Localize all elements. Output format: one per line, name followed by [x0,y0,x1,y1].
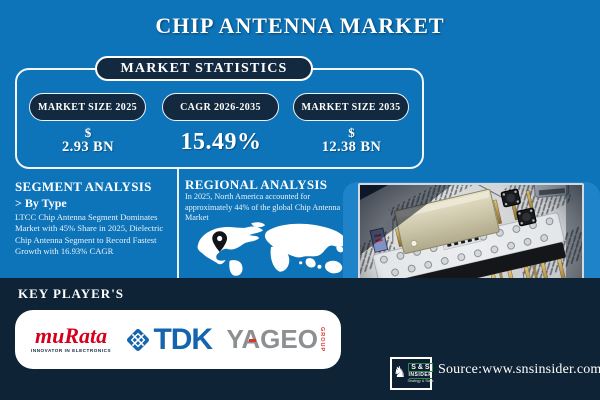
stat-pill-market-size-2035: MARKET SIZE 2035 [293,93,409,121]
key-players-heading: KEY PLAYER'S [18,286,125,301]
stat-value-2025: $ 2.93 BN [29,125,147,156]
murata-tagline: INNOVATOR IN ELECTRONICS [31,348,112,354]
location-pin-icon [212,231,228,252]
tdk-wordmark: TDK [153,322,213,356]
source-url: Source:www.snsinsider.com [438,362,600,377]
currency-symbol: $ [348,125,355,140]
stat-value-cagr: 15.49% [162,129,280,155]
segment-analysis-body: LTCC Chip Antenna Segment Dominates Mark… [15,212,164,257]
stat-amount: 15.49% [180,129,262,155]
knight-icon: ♞ [393,365,407,381]
stat-pill-cagr: CAGR 2026-2035 [162,93,279,121]
stat-amount: 12.38 BN [321,139,382,156]
tdk-diamond-icon [127,328,150,351]
murata-wordmark: muRata [34,323,108,349]
key-players-logo-strip: muRata INNOVATOR IN ELECTRONICS TDK YAGE… [15,310,341,369]
segment-by-type-subheading: > By Type [15,196,67,210]
regional-analysis-body: In 2025, North America accounted for app… [185,192,341,223]
stat-value-2035: $ 12.38 BN [293,125,410,156]
stat-pill-market-size-2025: MARKET SIZE 2025 [29,93,146,121]
yageo-red-accent [249,339,257,342]
stat-pill-label: MARKET SIZE 2025 [37,101,137,113]
regional-analysis-heading: REGIONAL ANALYSIS [185,177,328,192]
page-title: CHIP ANTENNA MARKET [155,13,445,38]
murata-logo: muRata INNOVATOR IN ELECTRONICS [31,325,111,354]
sns-logo-middle: INSIDER [408,372,433,380]
currency-symbol: $ [84,125,92,140]
segment-analysis-heading: SEGMENT ANALYSIS [15,179,152,194]
tdk-logo: TDK [125,322,213,357]
yageo-group-label: GROUP [318,326,325,353]
stats-header: MARKET STATISTICS [95,56,313,81]
stat-amount: 2.93 BN [62,139,114,156]
world-map-svg [197,222,347,276]
chip-antenna-photo [358,183,584,339]
stat-pill-label: MARKET SIZE 2035 [301,101,401,113]
sns-logo-text: S & S INSIDER Strategy & Stats [407,363,433,384]
world-map [190,215,358,279]
stat-pill-label: CAGR 2026-2035 [180,101,261,113]
sns-logo-bottom: Strategy & Stats [407,379,434,384]
sns-insider-logo: ♞ S & S INSIDER Strategy & Stats [390,357,433,390]
sns-logo-top: S & S [408,363,433,373]
yageo-logo: YAGEO GROUP [226,324,325,355]
yageo-wordmark: YAGEO [226,324,318,354]
vertical-divider [177,169,179,278]
